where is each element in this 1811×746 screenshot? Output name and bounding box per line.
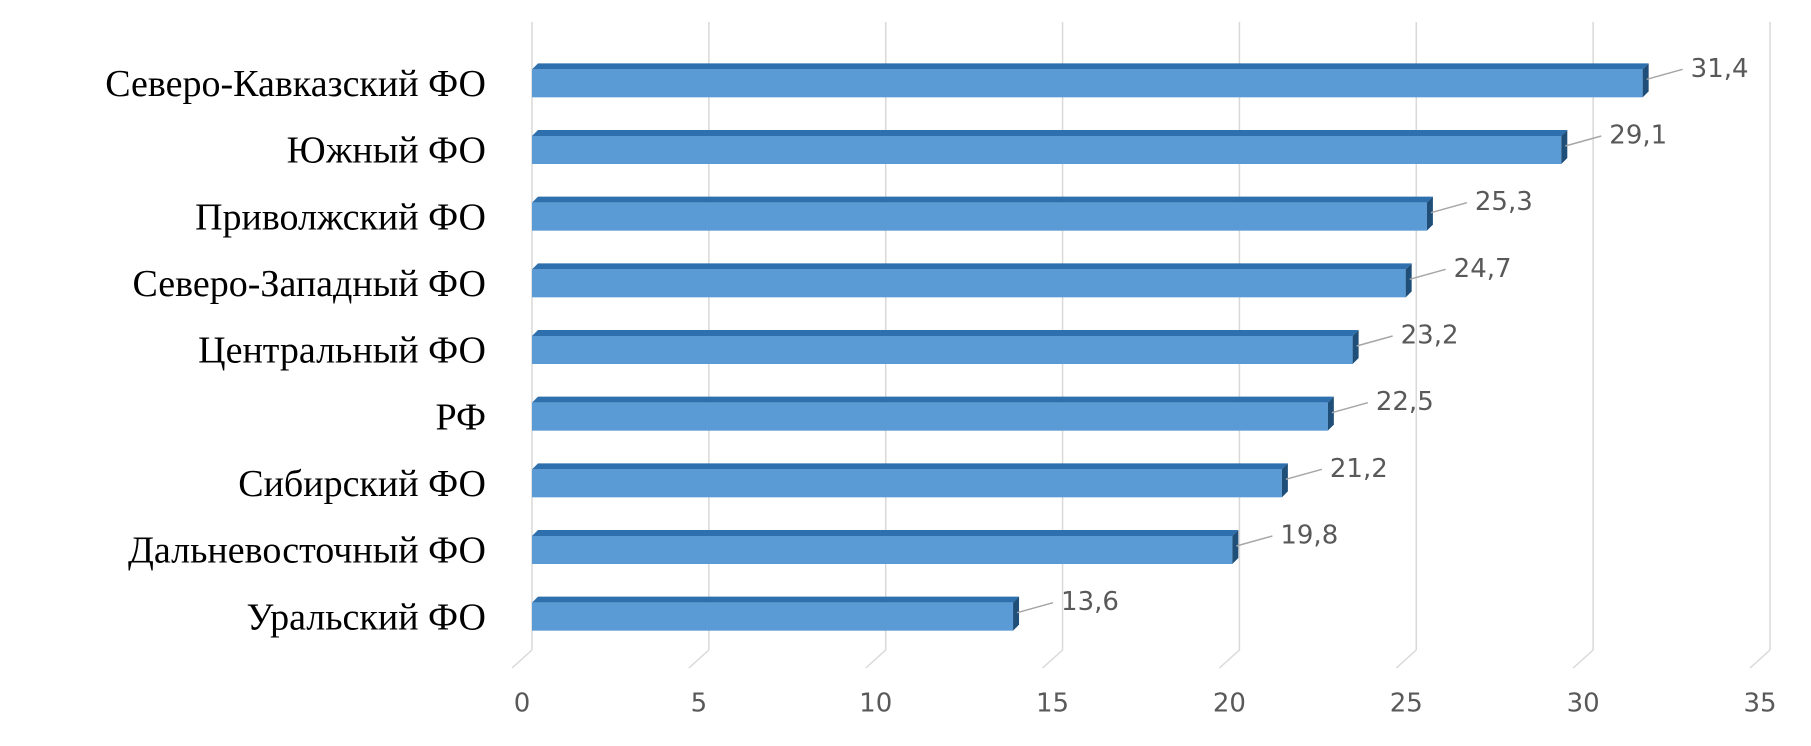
x-tick-label: 35 [1743,689,1776,719]
grid-floor [1042,649,1064,669]
grid-floor [1218,649,1240,669]
bar-top [532,330,1359,336]
grid-floor [1749,649,1771,669]
bar [532,536,1233,564]
data-label: 24,7 [1454,254,1512,284]
x-tick-label: 5 [691,689,708,719]
bar-side [1327,396,1334,431]
x-tick-label: 0 [514,689,531,719]
data-label: 19,8 [1280,521,1338,551]
data-label: 31,4 [1691,54,1749,84]
bar-side [1013,596,1020,631]
bar [532,202,1427,231]
bar-top [532,530,1239,536]
bar-top [532,130,1568,136]
grid-floor [688,649,710,669]
y-tick-label: Северо-Западный ФО [133,263,487,305]
leader-line [1356,335,1393,347]
bar-top [532,396,1334,403]
bar-side [1426,196,1433,231]
bar-side [1642,63,1649,98]
leader-line [1331,401,1369,414]
bar [532,402,1328,431]
y-tick-label: Приволжский ФО [195,196,486,238]
bar-side [1232,530,1239,564]
bar [532,602,1014,631]
bar [532,69,1643,98]
data-label: 25,3 [1475,187,1533,217]
leader-line [1016,601,1054,614]
data-label: 13,6 [1061,587,1119,617]
data-label: 23,2 [1401,321,1459,351]
bar-top [532,463,1288,470]
y-tick-label: Северо-Кавказский ФО [105,63,486,105]
grid-floor [1395,649,1417,669]
bar [532,136,1562,164]
bar-top [532,263,1412,270]
leader-line [1409,268,1446,281]
y-tick-label: Сибирский ФО [238,463,486,505]
bar [532,336,1353,364]
y-tick-label: Уральский ФО [247,596,487,638]
data-label: 29,1 [1609,121,1667,151]
grid-floor [1572,649,1594,669]
leader-line [1236,535,1273,547]
leader-line [1285,468,1323,481]
grid-floor [511,649,533,669]
y-tick-label: РФ [435,396,486,438]
bar-side [1405,263,1412,298]
bar [532,469,1282,498]
data-label: 22,5 [1376,387,1434,417]
x-tick-label: 25 [1390,689,1423,719]
y-tick-label: Центральный ФО [198,330,486,372]
grid-floor [865,649,887,669]
y-tick-label: Южный ФО [287,130,486,172]
bar-side [1352,330,1359,364]
bar-side [1281,463,1288,498]
bar-top [532,196,1433,203]
data-label: 21,2 [1330,454,1388,484]
x-tick-label: 30 [1567,689,1600,719]
bar-top [532,596,1020,603]
bar-side [1561,130,1568,164]
x-tick-label: 20 [1213,689,1246,719]
x-tick-label: 15 [1036,689,1069,719]
leader-line [1565,135,1602,147]
x-tick-label: 10 [859,689,892,719]
bar-top [532,63,1649,70]
leader-line [1430,201,1468,214]
y-tick-label: Дальневосточный ФО [128,530,486,572]
bar [532,269,1406,298]
leader-line [1646,68,1683,81]
